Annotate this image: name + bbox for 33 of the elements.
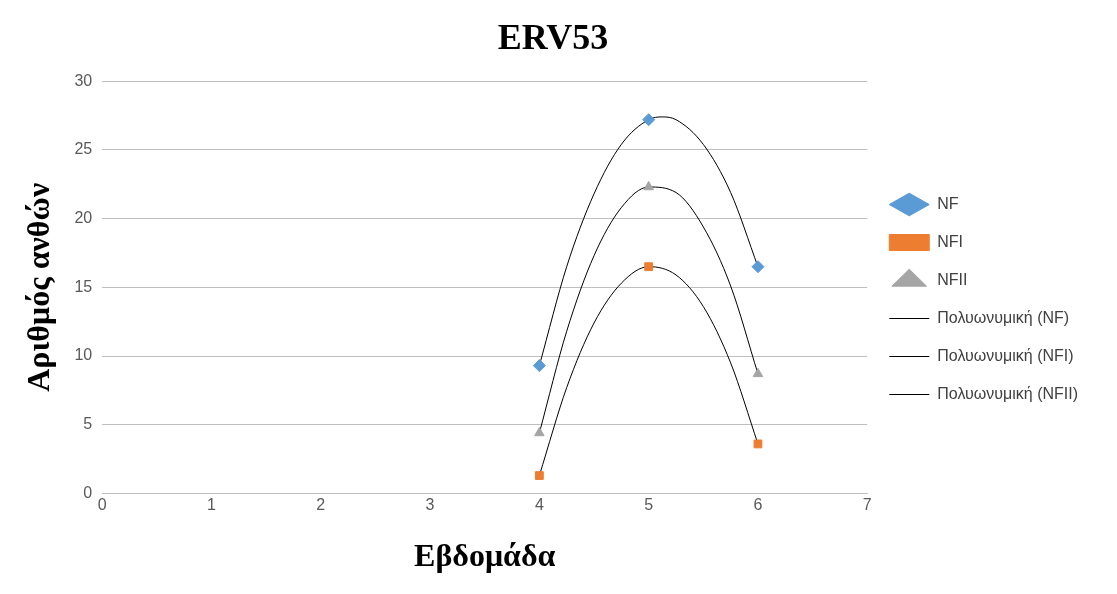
- y-tick-label: 30: [74, 71, 93, 89]
- point: [751, 260, 765, 274]
- legend-label: NF: [937, 194, 959, 212]
- x-tick-label: 6: [753, 496, 763, 514]
- point: [532, 359, 546, 373]
- y-tick-label: 0: [83, 483, 93, 501]
- point: [534, 426, 545, 437]
- legend-label: Πολυωνυμική (NFII): [937, 384, 1078, 402]
- legend-label: NFI: [937, 232, 964, 250]
- y-tick-label: 5: [83, 415, 93, 433]
- x-tick-label: 4: [534, 496, 544, 514]
- x-axis-title: Εβδομάδα: [414, 537, 556, 574]
- point: [644, 262, 654, 272]
- point: [642, 113, 656, 127]
- x-tick-label: 1: [207, 496, 217, 514]
- y-tick-label: 25: [74, 140, 93, 158]
- point: [752, 367, 764, 378]
- point: [643, 181, 654, 191]
- legend-label: Πολυωνυμική (NFI): [937, 346, 1074, 364]
- point: [753, 439, 763, 449]
- x-tick-label: 7: [862, 496, 872, 514]
- legend-label: Πολυωνυμική (NF): [937, 308, 1070, 326]
- legend-label: NFII: [937, 270, 968, 288]
- y-axis-title: Αριθμός ανθών: [20, 182, 57, 392]
- y-tick-label: 15: [74, 277, 93, 295]
- point: [534, 471, 544, 480]
- x-tick-label: 2: [316, 496, 326, 514]
- x-tick-label: 3: [425, 496, 435, 514]
- x-tick-label: 5: [644, 496, 654, 514]
- x-tick-label: 0: [97, 496, 107, 514]
- y-tick-label: 20: [74, 209, 93, 227]
- y-tick-label: 10: [74, 346, 93, 364]
- chart-title: ERV53: [497, 16, 609, 57]
